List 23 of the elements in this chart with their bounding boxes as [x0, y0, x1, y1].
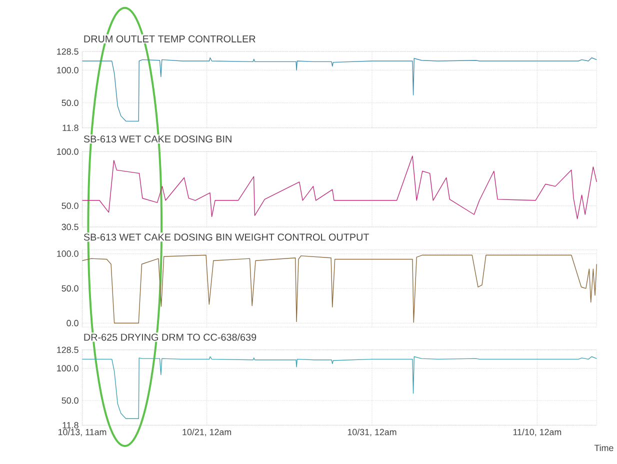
- x-tick-label: 10/21, 12am: [182, 428, 232, 436]
- y-tick-label: 50.0: [62, 285, 78, 292]
- y-tick-label: 11.8: [62, 124, 78, 132]
- chart-title: DRUM OUTLET TEMP CONTROLLER: [84, 35, 256, 42]
- y-tick-label: 100.0: [57, 148, 78, 155]
- y-tick-label: 0.0: [66, 320, 78, 326]
- y-tick-label: 128.5: [57, 48, 78, 55]
- x-tick-label: 10/31, 12am: [348, 428, 396, 436]
- y-tick-label: 128.5: [57, 346, 78, 354]
- y-tick-label: 50.0: [62, 100, 78, 106]
- y-tick-label: 100.0: [57, 365, 78, 372]
- chart-title: SB-613 WET CAKE DOSING BIN WEIGHT CONTROL OUTPUT: [84, 234, 370, 241]
- y-tick-label: 11.8: [62, 422, 78, 428]
- x-tick-label: 10/13, 11am: [58, 428, 106, 436]
- y-tick-label: 100.0: [57, 67, 78, 74]
- chart-title: DR-625 DRYING DRM TO CC-638/639: [84, 334, 256, 341]
- y-tick-label: 30.5: [62, 224, 78, 230]
- x-tick-label: 11/10, 12am: [513, 428, 562, 436]
- x-axis-title: Time: [594, 444, 614, 452]
- y-tick-label: 50.0: [62, 397, 78, 404]
- chart-title: SB-613 WET CAKE DOSING BIN: [84, 136, 232, 143]
- y-tick-label: 100.0: [57, 250, 78, 257]
- y-tick-label: 50.0: [62, 202, 78, 210]
